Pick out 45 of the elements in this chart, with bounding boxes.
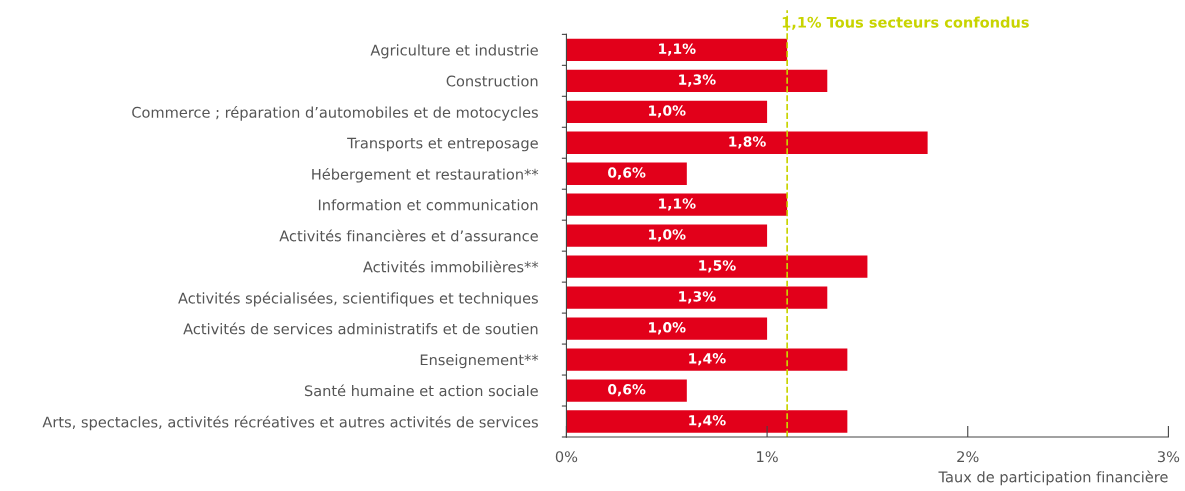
y-tick-label: Activités de services administratifs et de soutien <box>183 322 538 335</box>
data-label: 1,3% <box>679 74 716 87</box>
data-label: 1,1% <box>659 198 696 211</box>
y-tick-label: Enseignement** <box>420 354 539 369</box>
y-tick-label: Activités immobilières** <box>363 260 539 273</box>
y-tick-label: Hébergement et restauration** <box>312 167 539 183</box>
y-tick-label: Activités financières et d’assurance <box>279 229 538 242</box>
bar <box>566 162 687 185</box>
data-label: 1,4% <box>689 353 726 366</box>
y-tick-label: Transports et entreposage <box>347 137 538 152</box>
bar <box>566 317 768 340</box>
y-tick-label: Arts, spectacles, activités récréatives et autres activités de services <box>42 415 538 431</box>
bar <box>566 255 868 278</box>
bar <box>566 131 928 154</box>
data-label: 0,6% <box>608 384 646 397</box>
y-tick-label: Commerce ; réparation d’automobiles et de motocycles <box>132 105 538 121</box>
y-tick-label: Construction <box>446 75 538 87</box>
bar <box>566 286 828 309</box>
data-label: 1,1% <box>659 43 696 56</box>
y-tick-label: Agriculture et industrie <box>370 44 538 59</box>
bar <box>566 69 828 92</box>
bar <box>566 224 768 247</box>
data-label: 0,6% <box>608 167 646 180</box>
data-label: 1,0% <box>649 322 686 335</box>
ref-line-label: 1,1% Tous secteurs confondus <box>782 16 1029 30</box>
x-tick-label: 2% <box>957 451 979 463</box>
bar <box>566 379 687 402</box>
bar <box>566 38 788 61</box>
x-tick-label: 0% <box>555 451 578 463</box>
bar <box>566 348 848 371</box>
data-label: 1,3% <box>679 291 716 304</box>
data-label: 1,4% <box>689 415 726 428</box>
data-label: 1,0% <box>649 105 686 118</box>
y-tick-label: Activités spécialisées, scientifiques et techniques <box>178 291 538 307</box>
bar <box>566 410 848 433</box>
bar <box>566 193 788 216</box>
data-label: 1,5% <box>699 260 736 273</box>
data-label: 1,0% <box>649 229 686 242</box>
x-axis-title: Taux de participation financière <box>938 470 1168 486</box>
data-label: 1,8% <box>729 136 766 149</box>
y-tick-label: Santé humaine et action sociale <box>304 384 538 397</box>
y-tick-label: Information et communication <box>318 199 538 211</box>
x-tick-label: 1% <box>757 451 778 463</box>
bar <box>566 100 768 123</box>
x-tick-label: 3% <box>1157 451 1180 463</box>
